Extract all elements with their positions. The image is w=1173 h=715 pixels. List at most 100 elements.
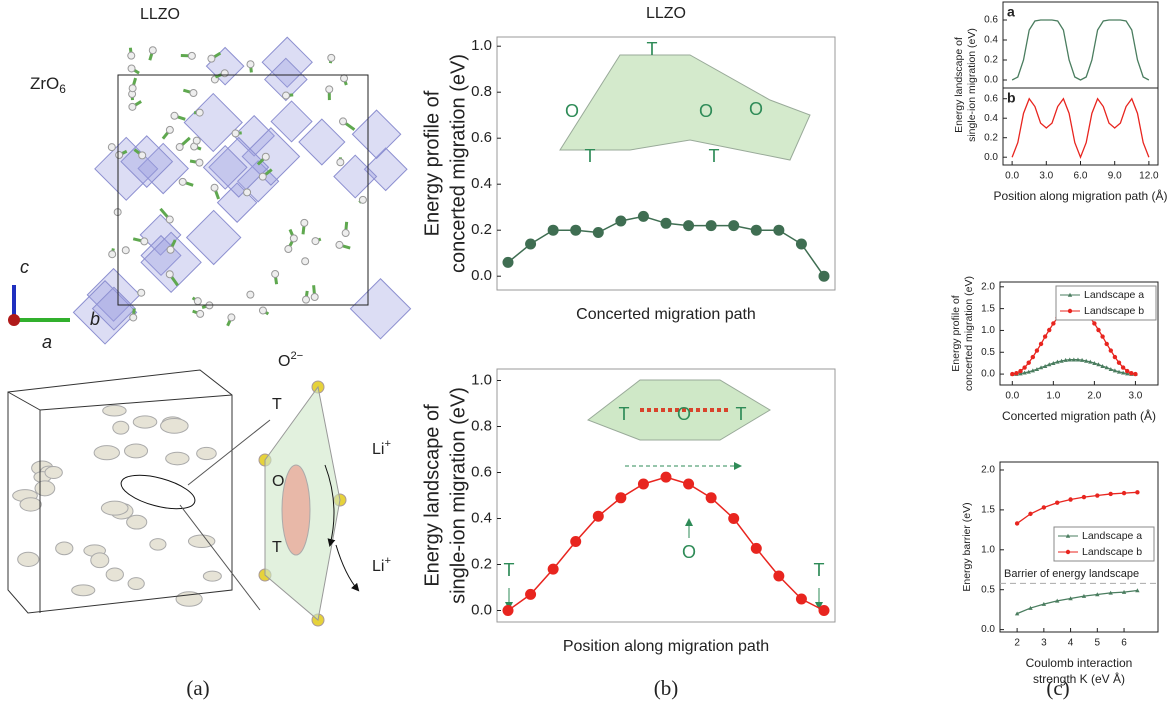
atom — [335, 240, 344, 249]
isosurface — [112, 420, 130, 435]
annotation: Li+ — [372, 555, 391, 575]
marker — [728, 513, 740, 524]
atom — [258, 172, 267, 181]
marker — [1120, 370, 1126, 375]
x-axis-label: Position along migration path (Å) — [993, 188, 1167, 203]
atom — [220, 69, 229, 78]
y-tick-label: 0.6 — [471, 463, 492, 480]
y-axis-label: concerted migration (eV) — [447, 54, 469, 273]
atom — [127, 64, 136, 73]
x-tick-label: 3 — [1041, 638, 1047, 649]
atom — [302, 295, 311, 304]
marker — [1022, 370, 1027, 375]
plot-frame — [999, 281, 1159, 386]
data-line — [1016, 589, 1138, 615]
atom — [115, 151, 124, 160]
marker — [1041, 505, 1047, 510]
atom — [327, 53, 336, 62]
marker — [1010, 371, 1015, 377]
y-tick-label: 2.0 — [981, 465, 995, 476]
annotation: Li+ — [372, 438, 391, 458]
atom — [140, 237, 149, 246]
atom — [339, 117, 348, 126]
marker — [1116, 360, 1122, 365]
atom — [271, 269, 280, 278]
polyhedron — [72, 280, 138, 345]
isosurface — [187, 534, 216, 549]
marker — [1079, 357, 1085, 362]
marker — [1014, 521, 1020, 526]
marker — [1059, 358, 1064, 363]
annotation: ZrO6 — [30, 74, 66, 96]
marker — [1068, 596, 1073, 601]
marker — [1026, 369, 1031, 374]
annotation-text: O — [278, 353, 290, 370]
marker — [1022, 365, 1027, 370]
atom — [336, 158, 345, 167]
x-axis-label: Coulomb interaction — [1026, 656, 1133, 670]
polyhedron — [185, 209, 242, 266]
marker — [1135, 490, 1140, 495]
annotation-text: Li — [372, 558, 384, 575]
atom — [284, 245, 293, 254]
y-axis-label: Energy profile of — [421, 90, 443, 236]
legend-label: Landscape a — [1082, 530, 1142, 542]
isosurface — [19, 497, 42, 512]
atom — [178, 177, 187, 186]
annotation: T — [272, 396, 282, 413]
polyhedron — [91, 286, 136, 331]
atom — [207, 54, 216, 63]
atom — [195, 108, 204, 117]
marker — [660, 217, 672, 229]
annotation: O — [677, 404, 691, 424]
marker — [1075, 357, 1081, 362]
marker — [615, 492, 627, 504]
atom — [166, 245, 175, 254]
data-line — [507, 476, 825, 612]
marker — [1100, 334, 1105, 339]
marker — [773, 570, 785, 582]
y-tick-label: 0.8 — [471, 417, 492, 434]
x-tick-label: 4 — [1068, 638, 1074, 649]
y-tick-label: 0.6 — [984, 93, 998, 104]
annotation-text: a — [42, 332, 52, 352]
isosurface — [17, 551, 40, 567]
y-axis-label: single-ion migration (eV) — [447, 387, 469, 604]
y-axis-label: single-ion migration (eV) — [966, 28, 978, 142]
atom — [175, 143, 184, 152]
annotation-text: T — [272, 539, 282, 556]
marker — [1055, 359, 1060, 364]
polyhedron — [351, 109, 402, 160]
isosurface-illustration — [7, 369, 360, 621]
annotation: O — [699, 101, 713, 121]
atom — [341, 229, 350, 238]
polyhedron — [363, 147, 408, 192]
y-tick-label: 0.6 — [471, 129, 492, 146]
y-tick-label: 0.0 — [471, 267, 492, 284]
marker — [1108, 491, 1113, 497]
x-tick-label: 5 — [1095, 638, 1101, 649]
marker — [750, 542, 762, 554]
isosurface — [124, 443, 149, 459]
marker — [1030, 354, 1036, 360]
isosurface — [149, 538, 167, 551]
x-tick-label: 0.0 — [1005, 391, 1019, 402]
polyhedron — [183, 92, 243, 153]
plot-frame — [496, 36, 836, 291]
isosurface — [132, 415, 158, 429]
atom — [127, 51, 136, 60]
marker — [502, 256, 514, 268]
x-tick-label: 3.0 — [1039, 171, 1053, 182]
marker — [1065, 533, 1071, 538]
polyhedron — [137, 142, 189, 195]
marker — [818, 270, 830, 282]
atom — [243, 188, 252, 197]
y-axis-label: Energy landscape of — [953, 37, 965, 133]
x-tick-label: 6 — [1121, 638, 1127, 649]
polyhedron — [216, 182, 258, 223]
annotation-sup: 2− — [290, 350, 303, 362]
marker — [1042, 364, 1048, 368]
x-tick-label: 3.0 — [1128, 391, 1142, 402]
marker — [1028, 511, 1033, 517]
y-tick-label: 1.5 — [981, 505, 995, 516]
